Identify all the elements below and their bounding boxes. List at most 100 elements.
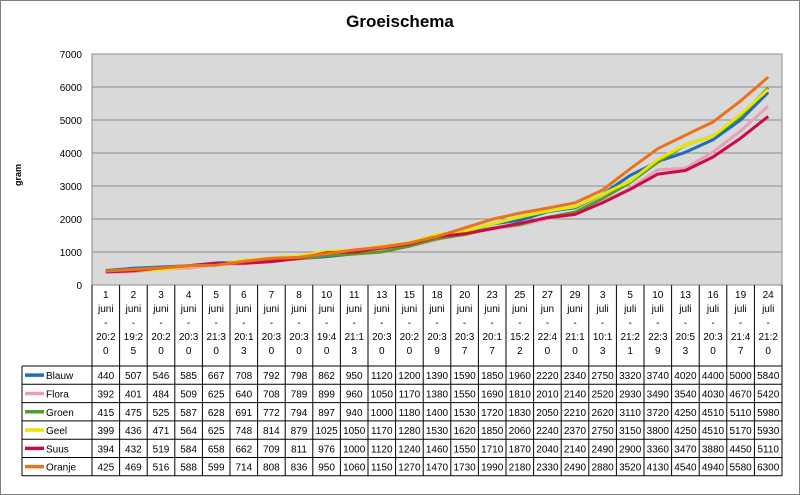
data-table-value: 798 <box>291 371 308 382</box>
x-tick-label: 3 <box>351 346 357 357</box>
data-table-value: 4020 <box>674 371 697 382</box>
x-tick-label: 0 <box>213 346 219 357</box>
x-tick-label: 1 <box>627 346 633 357</box>
data-table-value: 1120 <box>371 444 393 455</box>
x-tick-label: - <box>325 318 328 329</box>
data-table-value: 1590 <box>453 371 476 382</box>
x-tick-label: 10 <box>652 290 664 301</box>
x-tick-label: juni <box>456 304 473 315</box>
x-tick-label: 5 <box>131 346 137 357</box>
x-tick-label: 5 <box>213 290 219 301</box>
legend-name: Blauw <box>46 371 74 382</box>
x-tick-label: juli <box>678 304 691 315</box>
data-table-value: 4940 <box>702 463 725 474</box>
data-table-value: 4250 <box>674 408 697 419</box>
data-table-value: 475 <box>125 408 142 419</box>
data-table-value: 2040 <box>536 444 559 455</box>
x-tick-label: 20:1 <box>482 332 502 343</box>
data-table-value: 484 <box>153 389 170 400</box>
x-tick-label: 8 <box>296 290 302 301</box>
data-table-value: 392 <box>97 389 114 400</box>
x-tick-label: 0 <box>572 346 578 357</box>
x-tick-label: juni <box>290 304 307 315</box>
data-table-value: 625 <box>208 389 225 400</box>
x-tick-label: 0 <box>324 346 330 357</box>
x-tick-label: juni <box>180 304 197 315</box>
x-tick-label: - <box>380 318 383 329</box>
x-tick-label: - <box>518 318 521 329</box>
data-table-value: 4400 <box>702 371 725 382</box>
data-table-value: 2490 <box>564 463 587 474</box>
legend-name: Suus <box>46 444 69 455</box>
data-table-value: 471 <box>153 426 170 437</box>
data-table-value: 1050 <box>371 389 394 400</box>
x-tick-label: juni <box>263 304 280 315</box>
x-tick-label: juni <box>318 304 335 315</box>
data-table-value: 3470 <box>674 444 697 455</box>
data-table-value: 401 <box>125 389 142 400</box>
data-table-value: 2340 <box>564 371 587 382</box>
x-tick-label: juni <box>428 304 445 315</box>
data-table-value: 879 <box>291 426 308 437</box>
data-table-value: 1690 <box>481 389 504 400</box>
data-table-value: 2210 <box>564 408 587 419</box>
x-tick-label: 21:1 <box>565 332 585 343</box>
x-tick-label: juli <box>623 304 636 315</box>
data-table-value: 897 <box>318 408 335 419</box>
data-table-value: 1380 <box>426 389 449 400</box>
data-table-value: 640 <box>235 389 252 400</box>
x-tick-label: juli <box>595 304 608 315</box>
legend-name: Geel <box>46 426 67 437</box>
x-tick-label: - <box>767 318 770 329</box>
data-table-value: 794 <box>291 408 308 419</box>
data-table-value: 5110 <box>730 408 752 419</box>
x-tick-label: 0 <box>103 346 109 357</box>
data-table-value: 2620 <box>591 408 614 419</box>
x-tick-label: - <box>408 318 411 329</box>
data-table-value: 5980 <box>757 408 780 419</box>
data-table-value: 588 <box>180 463 197 474</box>
data-table-value: 1280 <box>398 426 421 437</box>
x-tick-label: 1 <box>103 290 109 301</box>
data-table-value: 1025 <box>315 426 338 437</box>
data-table-value: 1830 <box>509 408 532 419</box>
x-tick-label: - <box>601 318 604 329</box>
data-table-value: 525 <box>153 408 170 419</box>
data-table-value: 658 <box>208 444 225 455</box>
x-tick-label: 4 <box>186 290 192 301</box>
x-tick-label: 6 <box>241 290 247 301</box>
x-tick-label: 7 <box>462 346 468 357</box>
x-tick-label: 20 <box>459 290 471 301</box>
data-table-value: 792 <box>263 371 280 382</box>
x-tick-label: 22:3 <box>648 332 668 343</box>
x-tick-label: - <box>739 318 742 329</box>
data-table-value: 584 <box>180 444 197 455</box>
data-table-value: 4450 <box>729 444 752 455</box>
data-table-value: 1150 <box>371 463 393 474</box>
x-tick-label: juni <box>483 304 500 315</box>
data-table-value: 691 <box>235 408 252 419</box>
data-table-value: 5420 <box>757 389 780 400</box>
data-table-value: 709 <box>263 444 280 455</box>
x-tick-label: juni <box>235 304 252 315</box>
data-table-value: 432 <box>125 444 142 455</box>
x-tick-label: 21:4 <box>731 332 751 343</box>
data-table-value: 1000 <box>371 408 394 419</box>
x-tick-label: - <box>684 318 687 329</box>
x-tick-label: juni <box>97 304 114 315</box>
data-table-value: 960 <box>346 389 363 400</box>
data-table-value: 2520 <box>591 389 614 400</box>
data-table-value: 4540 <box>674 463 697 474</box>
x-tick-label: 23 <box>487 290 499 301</box>
y-tick-label: 4000 <box>60 149 83 160</box>
data-table-value: 1850 <box>481 426 504 437</box>
data-table-value: 1170 <box>371 426 393 437</box>
data-table-value: 1730 <box>453 463 476 474</box>
chart-title: Groeischema <box>346 12 454 31</box>
x-tick-label: 24 <box>763 290 775 301</box>
data-table-value: 4030 <box>702 389 725 400</box>
x-tick-label: 0 <box>765 346 771 357</box>
x-tick-label: - <box>656 318 659 329</box>
x-tick-label: 22:4 <box>538 332 558 343</box>
x-tick-label: juni <box>566 304 583 315</box>
